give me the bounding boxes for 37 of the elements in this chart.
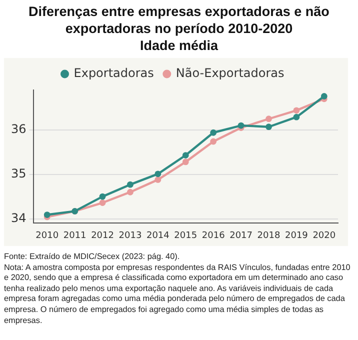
point bbox=[127, 181, 134, 188]
text: Nota: A amostra composta por empresas respondentes da RAIS Vínculos, fundadas entre 2010 e 2020, sendo que a empresa é classificada como exportadora em um determinado ano caso tenha realizado pelo menos uma exportação naquele ano. As variáveis individuais de cada empresa foram agregadas como uma média ponderada pelo número de empregados de cada empresa. O número de empregados foi agregado como uma média simples de todas as empresas. bbox=[4, 262, 352, 326]
source-note: Fonte: Extraído de MDIC/Secex (2023: pág. 40). bbox=[4, 252, 181, 263]
point bbox=[99, 193, 106, 200]
point bbox=[210, 129, 217, 136]
point bbox=[293, 107, 300, 114]
x-tick-label: 2020 bbox=[312, 230, 336, 241]
point bbox=[266, 124, 272, 130]
point bbox=[127, 188, 134, 196]
y-tick-label: 34 bbox=[10, 210, 26, 225]
chart-subtitle: Idade média bbox=[138, 37, 220, 54]
x-tick-label: 2017 bbox=[230, 230, 252, 241]
x-tick-label: 2018 bbox=[257, 230, 280, 241]
chart-title: Diferenças entre empresas exportadoras e não exportadoras no período 2010-2020 bbox=[28, 3, 330, 37]
legend-label: Exportadoras bbox=[74, 66, 154, 80]
point bbox=[182, 152, 189, 158]
point bbox=[293, 114, 300, 120]
x-tick-label: 2016 bbox=[202, 230, 226, 241]
x-tick-label: 2013 bbox=[118, 230, 142, 241]
point bbox=[210, 138, 217, 145]
point bbox=[154, 176, 162, 183]
point bbox=[238, 122, 244, 129]
y-tick-label: 36 bbox=[10, 122, 26, 136]
y-tick-label: 35 bbox=[10, 166, 26, 180]
x-tick-label: 2015 bbox=[174, 230, 198, 241]
point bbox=[182, 158, 189, 166]
x-tick-label: 2011 bbox=[63, 230, 86, 241]
x-tick-label: 2019 bbox=[284, 230, 308, 241]
legend-label: Não-Exportadoras bbox=[176, 66, 284, 80]
x-tick-label: 2012 bbox=[91, 230, 114, 241]
x-tick-label: 2014 bbox=[146, 230, 170, 241]
x-tick-label: 2010 bbox=[36, 230, 59, 241]
point bbox=[266, 116, 272, 122]
point bbox=[44, 212, 50, 218]
point bbox=[99, 200, 106, 206]
point bbox=[320, 93, 328, 100]
point bbox=[154, 170, 162, 178]
